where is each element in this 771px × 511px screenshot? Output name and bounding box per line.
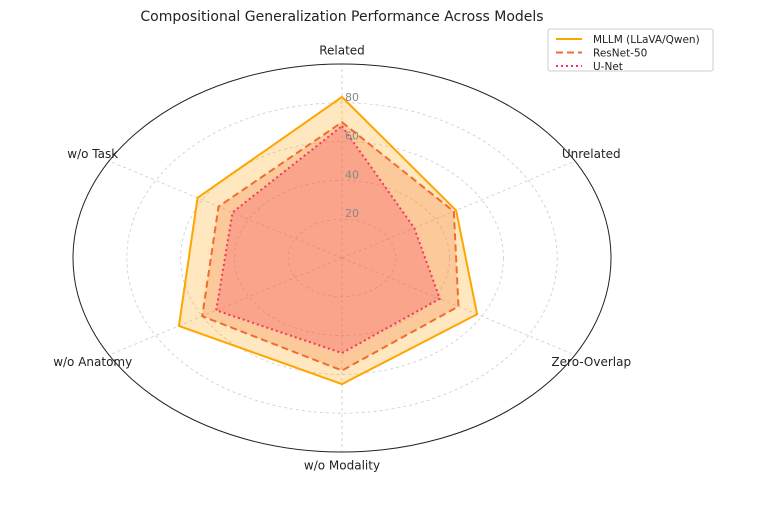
r-tick-label: 20 <box>345 207 359 220</box>
chart-title: Compositional Generalization Performance… <box>140 9 543 25</box>
r-tick-label: 80 <box>345 91 359 104</box>
axis-label: w/o Task <box>67 147 118 161</box>
r-tick-label: 40 <box>345 168 359 181</box>
r-tick-label: 60 <box>345 130 359 143</box>
axis-label: w/o Modality <box>304 459 380 473</box>
legend-label: ResNet-50 <box>593 48 647 60</box>
axis-label: Related <box>319 43 365 57</box>
axis-label: Unrelated <box>562 147 621 161</box>
axis-label: w/o Anatomy <box>53 355 132 369</box>
legend-label: MLLM (LLaVA/Qwen) <box>593 34 700 46</box>
axis-label: Zero-Overlap <box>551 355 631 369</box>
legend-label: U-Net <box>593 61 623 73</box>
legend: MLLM (LLaVA/Qwen) ResNet-50U-Net <box>548 29 713 73</box>
